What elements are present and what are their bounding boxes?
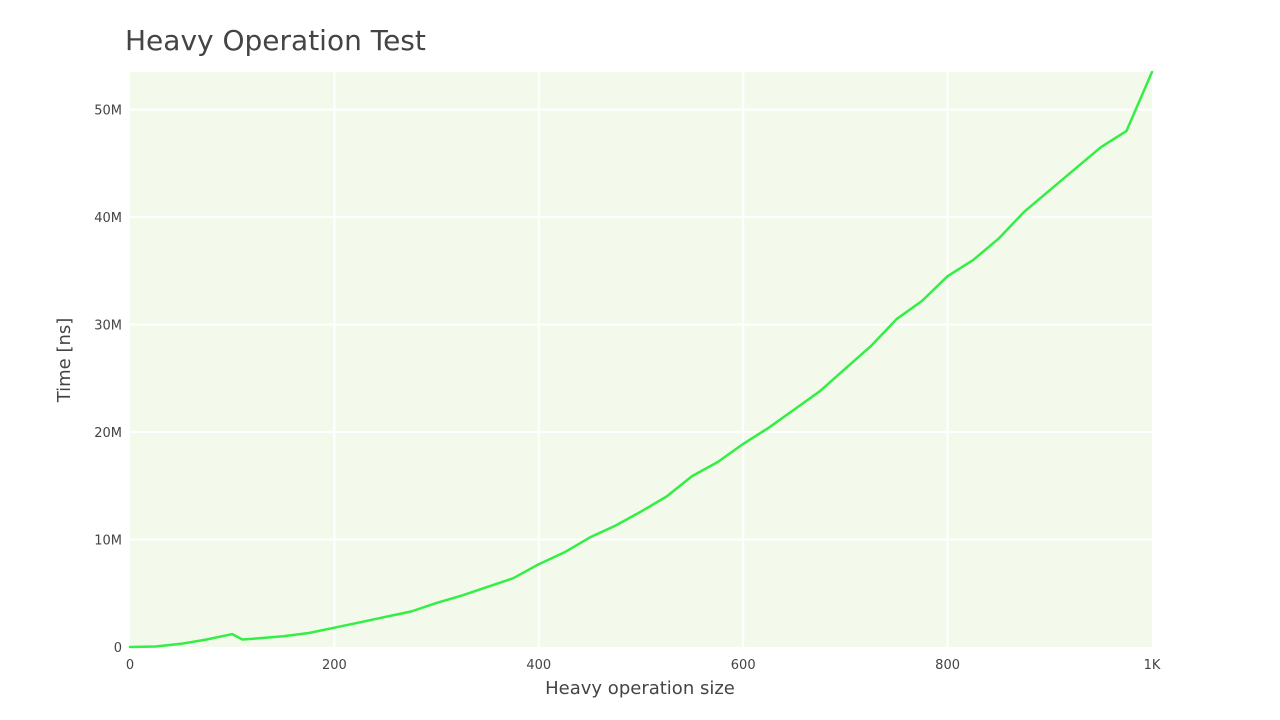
chart-title: Heavy Operation Test: [125, 24, 426, 57]
x-axis-title: Heavy operation size: [545, 678, 735, 699]
x-tick-label: 800: [935, 658, 960, 673]
y-tick-label: 10M: [94, 534, 122, 549]
y-axis-title: Time [ns]: [54, 318, 75, 404]
y-tick-label: 30M: [94, 319, 122, 334]
series-line: [128, 70, 1154, 649]
y-tick-label: 20M: [94, 426, 122, 441]
x-tick-label: 1K: [1144, 658, 1161, 673]
y-tick-label: 50M: [94, 104, 122, 119]
x-tick-label: 600: [731, 658, 756, 673]
y-tick-label: 40M: [94, 211, 122, 226]
x-tick-label: 400: [526, 658, 551, 673]
y-tick-label: 0: [114, 641, 122, 656]
x-tick-label: 200: [322, 658, 347, 673]
plot-background: [130, 72, 1152, 647]
x-tick-label: 0: [126, 658, 134, 673]
